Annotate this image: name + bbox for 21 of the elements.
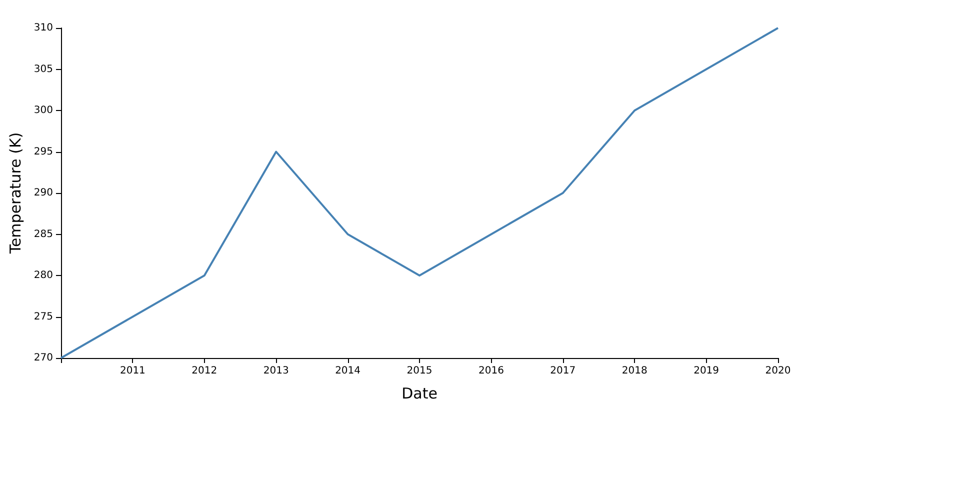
x-tick-label: 2020 — [765, 366, 791, 376]
y-tick-label: 310 — [34, 22, 53, 34]
y-tick-label: 280 — [34, 270, 53, 281]
x-tick-label: 2015 — [406, 366, 432, 376]
y-tick-label: 275 — [34, 311, 53, 322]
x-axis-title: Date — [402, 384, 438, 402]
x-tick-label: 2013 — [263, 366, 289, 376]
x-tick-label: 2018 — [622, 366, 648, 376]
x-tick-label: 2016 — [478, 366, 504, 376]
y-tick-label: 295 — [34, 146, 53, 158]
y-tick-label: 290 — [34, 188, 53, 198]
y-tick-label: 285 — [34, 228, 53, 240]
x-tick-label: 2017 — [550, 366, 576, 376]
y-tick-label: 270 — [34, 352, 53, 364]
x-tick-label: 2019 — [694, 366, 720, 376]
y-tick-label: 300 — [34, 105, 53, 116]
x-tick-label: 2012 — [192, 366, 218, 376]
x-tick-label: 2011 — [120, 366, 146, 376]
y-tick-label: 305 — [34, 64, 53, 75]
y-axis-title: Temperature (K) — [6, 132, 24, 255]
x-tick-label: 2014 — [335, 366, 361, 376]
